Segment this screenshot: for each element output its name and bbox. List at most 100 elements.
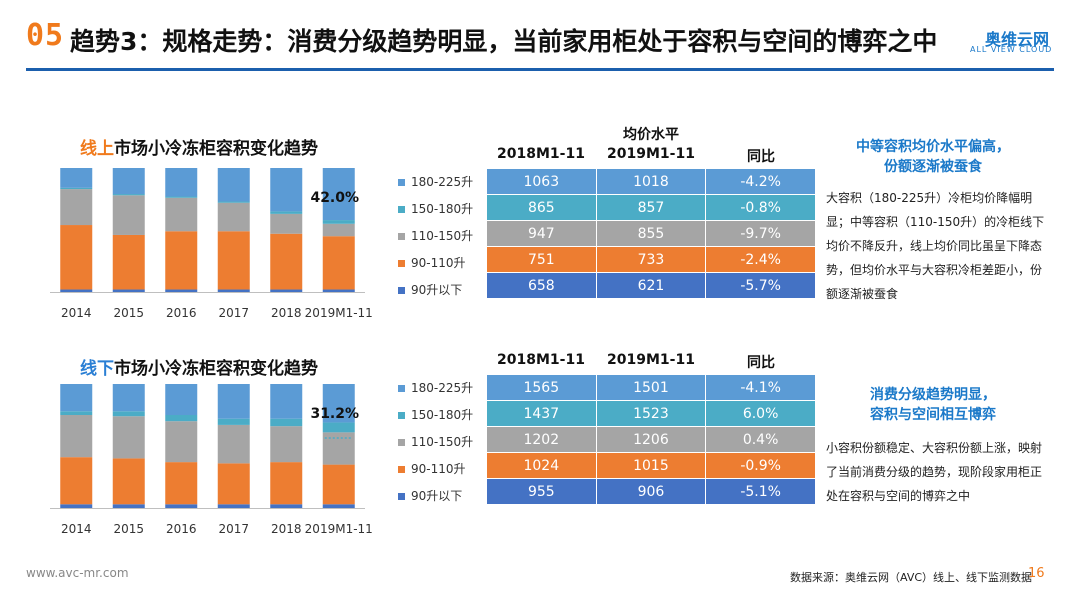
offline-tick-label: 2016: [166, 522, 197, 536]
offline-tick-label: 2017: [218, 522, 249, 536]
legend-item: 180-225升: [398, 173, 473, 190]
legend-swatch: [398, 385, 405, 392]
online-bar-2014-90-110升: [60, 225, 93, 290]
bottom-note-title-line1: 消费分级趋势明显，: [870, 387, 996, 403]
offline-table-row: 1202 1206 0.4%: [486, 426, 816, 453]
offline-chart-title: 线下市场小冷冻柜容积变化趋势: [80, 354, 318, 379]
online-price-table: 1063 1018 -4.2% 865 857 -0.8% 947 855 -9.7% 751 73…: [486, 168, 816, 299]
online-bar-2015-90-110升: [112, 234, 145, 290]
offline-table-row: 1565 1501 -4.1%: [486, 374, 816, 401]
offline-table-cell: 1565: [486, 374, 597, 401]
offline-table-cell: 1501: [595, 374, 707, 401]
offline-title-highlight: 线下: [80, 359, 114, 379]
offline-bar-2014-150-180升: [60, 411, 93, 415]
offline-table-cell: 955: [486, 478, 597, 505]
page-title: 趋势3：规格走势：消费分级趋势明显，当前家用柜处于容积与空间的博弈之中: [70, 27, 938, 56]
online-bar-2018-110-150升: [270, 213, 303, 234]
online-tick-label: 2016: [166, 306, 197, 320]
online-table-row: 751 733 -2.4%: [486, 246, 816, 273]
legend-label: 90升以下: [411, 489, 463, 503]
offline-bar-2015-90-110升: [112, 458, 145, 505]
online-table-cell: 947: [486, 220, 597, 247]
online-bar-2016-90-110升: [165, 231, 198, 290]
top-note-title-line1: 中等容积均价水平偏高，: [856, 139, 1010, 155]
top-note-title-line2: 份额逐渐被蚕食: [884, 159, 982, 175]
offline-highlight-label: 31.2%: [310, 406, 359, 422]
bottom-note-title-line2: 容积与空间相互博弈: [870, 407, 996, 423]
offline-bar-2017-90-110升: [217, 463, 250, 505]
online-table-cell: 733: [595, 246, 707, 273]
online-table-row: 658 621 -5.7%: [486, 272, 816, 299]
online-tick-label: 2015: [113, 306, 144, 320]
offline-bar-2014-90-110升: [60, 457, 93, 505]
online-bar-2019M1-11-90升以下: [322, 289, 355, 292]
online-table-cell: -5.7%: [705, 272, 816, 299]
online-table-row: 1063 1018 -4.2%: [486, 168, 816, 195]
offline-tick-label: 2015: [113, 522, 144, 536]
online-chart-title: 线上市场小冷冻柜容积变化趋势: [80, 134, 318, 159]
header-divider: [26, 68, 1054, 71]
offline-bar-2019M1-11-90升以下: [322, 504, 355, 508]
offline-table-cell: -5.1%: [705, 478, 816, 505]
online-bar-2018-90升以下: [270, 289, 303, 292]
online-volume-chart: 2014 2015 2016 2017 2018 2019M1-11 42.0%: [40, 160, 400, 334]
online-table-cell: -9.7%: [705, 220, 816, 247]
offline-bar-2018-90升以下: [270, 504, 303, 508]
offline-volume-chart: 2014 2015 2016 2017 2018 2019M1-11 31.2%: [40, 376, 400, 550]
offline-bar-2016-90-110升: [165, 462, 198, 505]
online-col-2019: 2019M1-11: [607, 146, 695, 162]
online-bar-2015-180-225升: [112, 168, 145, 195]
online-tick-label: 2019M1-11: [305, 306, 373, 320]
offline-col-yoy: 同比: [747, 355, 775, 371]
online-table-cell: 621: [595, 272, 707, 299]
offline-table-cell: -4.1%: [705, 374, 816, 401]
offline-table-cell: 1437: [486, 400, 597, 427]
offline-bar-2016-110-150升: [165, 421, 198, 463]
online-col-yoy: 同比: [747, 149, 775, 165]
online-bar-2019M1-11-180-225升: [322, 168, 355, 221]
legend-swatch: [398, 206, 405, 213]
online-bar-2014-180-225升: [60, 168, 93, 188]
offline-bar-2017-150-180升: [217, 418, 250, 425]
legend-label: 110-150升: [411, 435, 474, 449]
offline-tick-label: 2018: [271, 522, 302, 536]
offline-bar-2015-90升以下: [112, 504, 145, 508]
legend-swatch: [398, 287, 405, 294]
online-table-cell: 855: [595, 220, 707, 247]
offline-bar-2014-110-150升: [60, 415, 93, 458]
top-note-body: 大容积（180-225升）冷柜均价降幅明显；中等容积（110-150升）的冷柜线…: [826, 191, 1045, 301]
online-table-cell: 658: [486, 272, 597, 299]
online-table-cell: 751: [486, 246, 597, 273]
online-bar-2016-110-150升: [165, 197, 198, 232]
legend-item: 110-150升: [398, 433, 473, 450]
online-bar-2014-110-150升: [60, 189, 93, 226]
legend-swatch: [398, 179, 405, 186]
online-table-row: 865 857 -0.8%: [486, 194, 816, 221]
online-bar-2019M1-11-90-110升: [322, 236, 355, 290]
offline-table-cell: 1523: [595, 400, 707, 427]
legend-swatch: [398, 412, 405, 419]
online-bar-2018-90-110升: [270, 233, 303, 290]
legend-swatch: [398, 466, 405, 473]
price-level-header: 均价水平: [623, 127, 679, 143]
section-number: 05: [26, 18, 65, 53]
online-bar-2019M1-11-110-150升: [322, 223, 355, 237]
online-bar-2017-150-180升: [217, 201, 250, 203]
offline-table-cell: 0.4%: [705, 426, 816, 453]
online-tick-label: 2018: [271, 306, 302, 320]
online-table-cell: -0.8%: [705, 194, 816, 221]
online-bar-2017-90-110升: [217, 231, 250, 290]
offline-bar-2017-110-150升: [217, 424, 250, 464]
offline-table-row: 955 906 -5.1%: [486, 478, 816, 505]
offline-tick-label: 2019M1-11: [305, 522, 373, 536]
legend-label: 90升以下: [411, 283, 463, 297]
legend-item: 90升以下: [398, 281, 462, 298]
online-table-cell: 865: [486, 194, 597, 221]
online-title-rest: 市场小冷冻柜容积变化趋势: [114, 139, 318, 159]
online-bar-2017-180-225升: [217, 168, 250, 202]
offline-table-row: 1437 1523 6.0%: [486, 400, 816, 427]
offline-bar-2018-110-150升: [270, 426, 303, 463]
online-title-highlight: 线上: [80, 139, 114, 159]
footer-source: 数据来源：奥维云网（AVC）线上、线下监测数据: [790, 571, 1033, 584]
online-chart-svg: 2014 2015 2016 2017 2018 2019M1-11 42.0%: [50, 168, 373, 320]
